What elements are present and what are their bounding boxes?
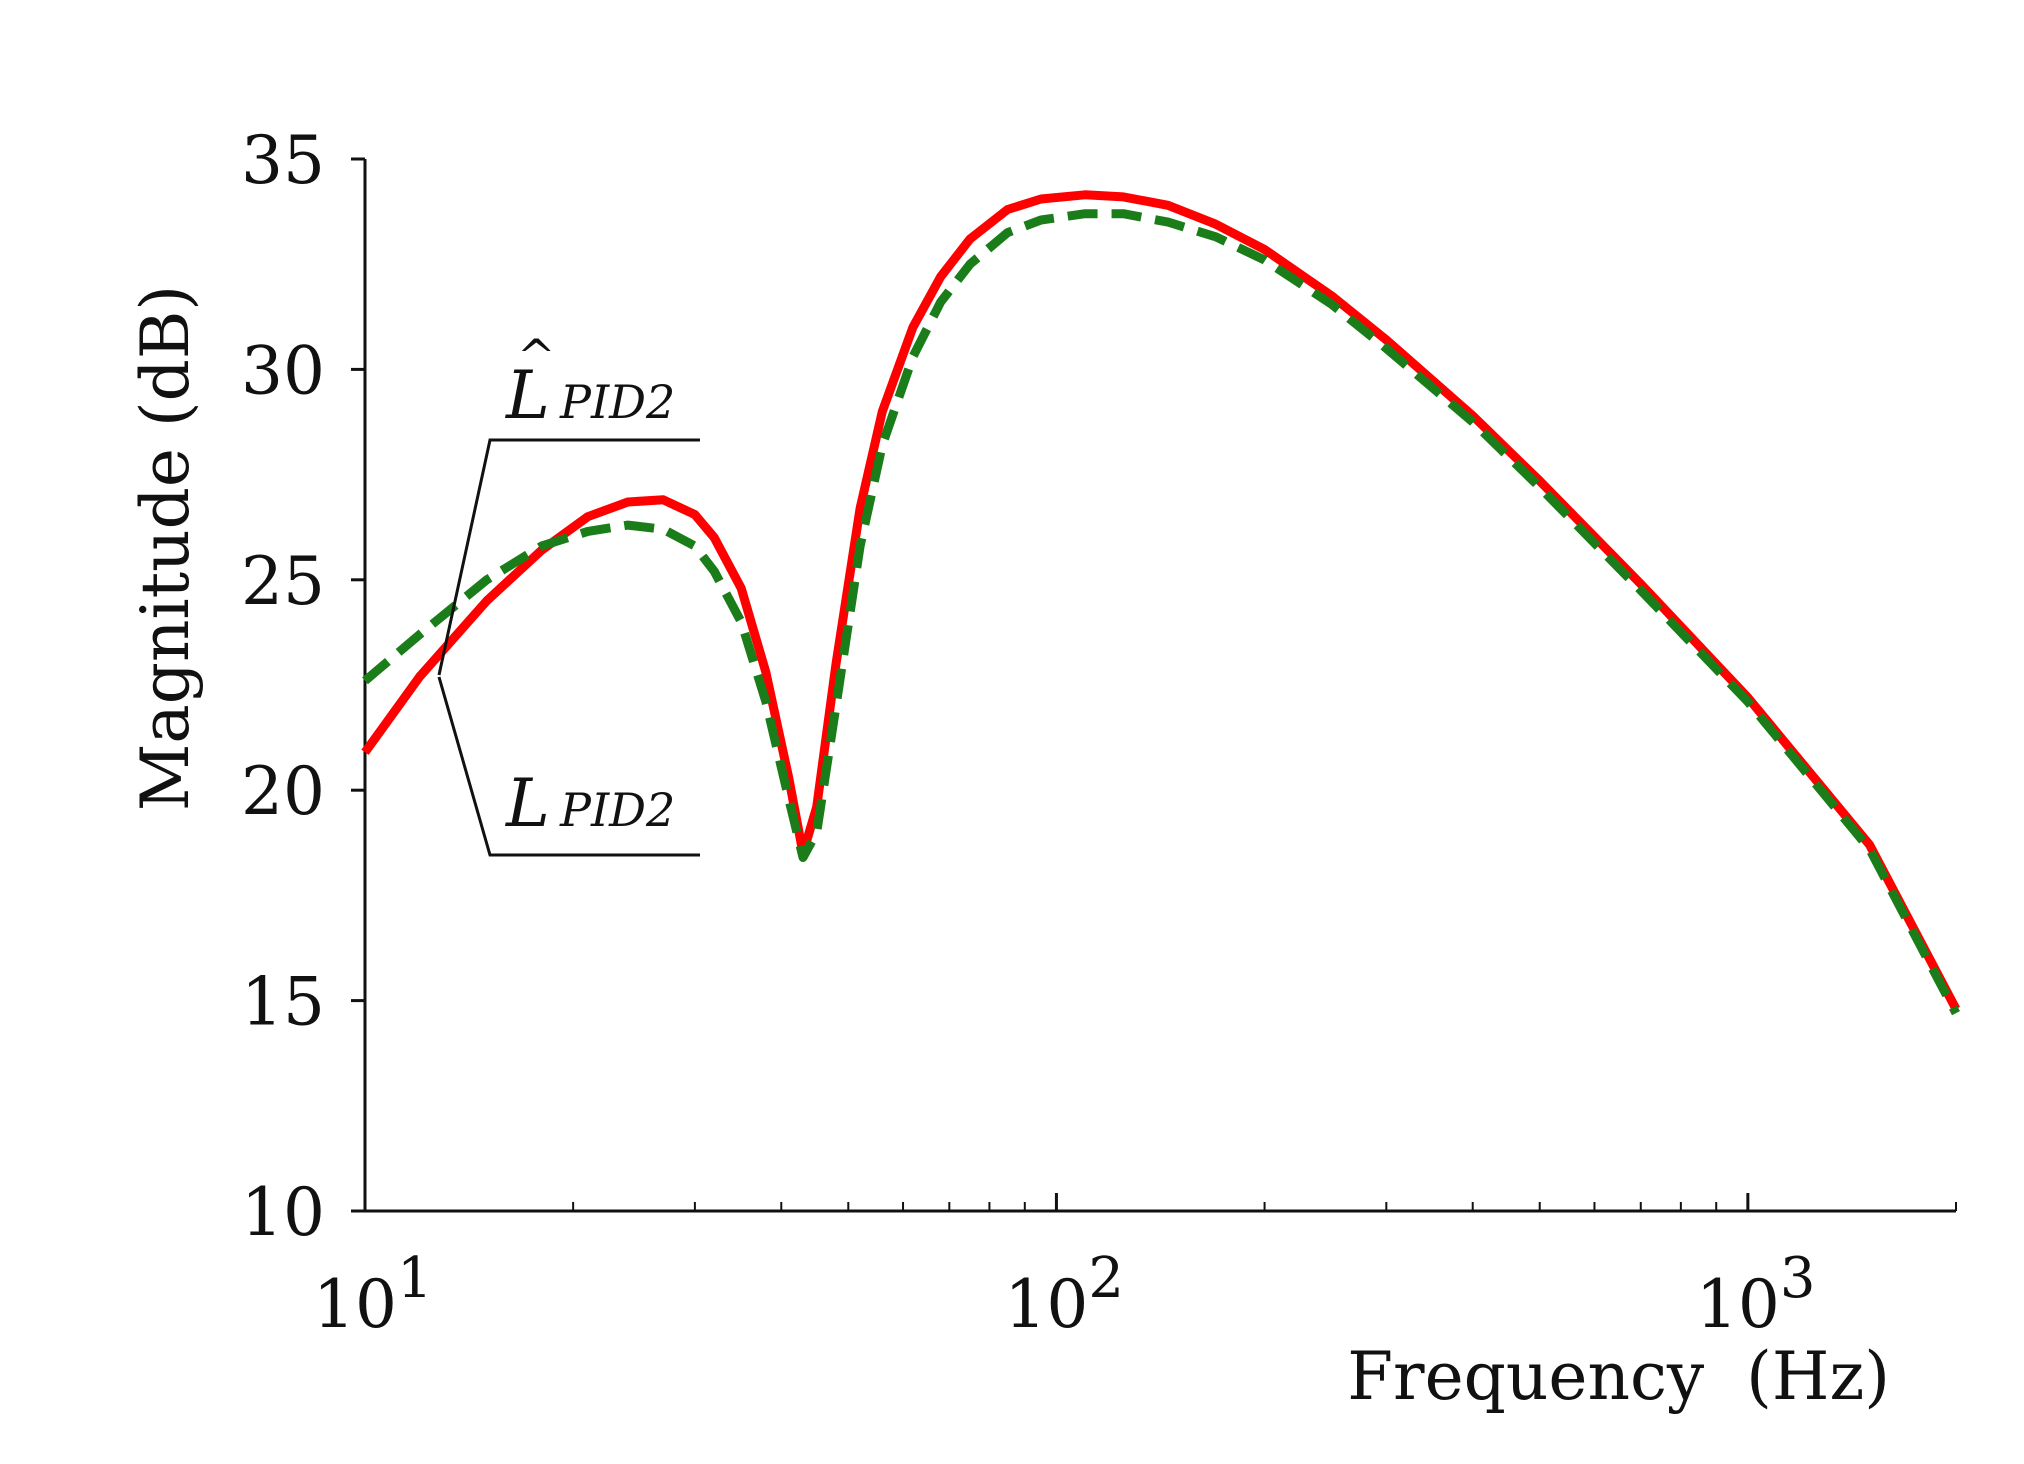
y-tick-label: 15	[241, 964, 325, 1041]
y-axis-title: Magnitude (dB)	[127, 285, 204, 811]
leader-lhat-pid2	[437, 438, 700, 676]
leader-l-pid2	[437, 676, 700, 857]
annotation-leaders	[437, 438, 700, 857]
axes	[363, 159, 1956, 1213]
annotation-lhat-pid2: L ^ PID2	[505, 329, 675, 434]
hat-mark: ^	[517, 329, 556, 383]
x-tick-label: 101	[313, 1246, 433, 1343]
y-tick-label: 25	[241, 543, 325, 620]
annot-lhat-sub: PID2	[559, 375, 675, 429]
annot-l-sub: PID2	[559, 783, 675, 837]
curves	[361, 190, 1960, 1016]
annot-l-base: L	[505, 765, 550, 842]
series-line-l-pid2	[361, 190, 1960, 1012]
x-tick-base: 10	[1004, 1266, 1088, 1343]
x-tick-label: 102	[1004, 1246, 1124, 1343]
y-tick-label: 35	[241, 122, 325, 199]
series-line-lhat-pid2	[362, 209, 1960, 1016]
y-tick-label: 20	[241, 753, 325, 830]
annotation-l-pid2: L PID2	[505, 765, 675, 842]
x-tick-label: 103	[1696, 1246, 1816, 1343]
x-tick-base: 10	[313, 1266, 397, 1343]
x-tick-exponent: 1	[397, 1246, 433, 1311]
x-tick-exponent: 3	[1780, 1246, 1816, 1311]
y-tick-label: 30	[241, 332, 325, 409]
x-axis-title: Frequency (Hz)	[1347, 1338, 1890, 1415]
y-tick-label: 10	[241, 1174, 325, 1251]
annot-lhat-base: L	[505, 357, 550, 434]
x-tick-exponent: 2	[1088, 1246, 1124, 1311]
x-tick-base: 10	[1696, 1266, 1780, 1343]
